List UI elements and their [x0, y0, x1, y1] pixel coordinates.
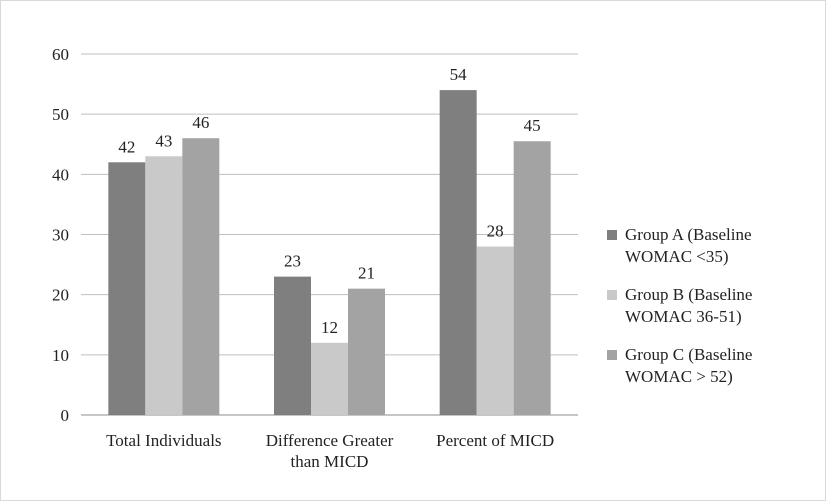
- data-labels: 42 43 46 23 12 21 54 28 45: [118, 65, 540, 337]
- legend: Group A (Baseline WOMAC <35) Group B (Base…: [607, 225, 752, 386]
- bar: [348, 288, 385, 415]
- data-label: 28: [487, 222, 504, 241]
- data-label: 42: [118, 137, 135, 156]
- bar: [108, 162, 146, 415]
- bar: [274, 276, 311, 415]
- y-tick-label: 40: [52, 165, 69, 184]
- data-label: 23: [284, 252, 301, 271]
- data-label: 54: [450, 65, 468, 84]
- legend-label: Group C (Baseline WOMAC > 52): [625, 345, 752, 386]
- y-tick-label: 10: [52, 346, 69, 365]
- x-axis: Total Individuals Difference Greater than …: [106, 431, 554, 471]
- data-label: 45: [524, 116, 541, 135]
- y-tick-label: 50: [52, 105, 69, 124]
- data-label: 46: [192, 113, 209, 132]
- y-tick-label: 30: [52, 226, 69, 245]
- data-label: 43: [155, 131, 172, 150]
- bars: [108, 90, 551, 416]
- y-tick-label: 60: [52, 45, 69, 64]
- legend-label: Group B (Baseline WOMAC 36-51): [625, 285, 752, 326]
- data-label: 21: [358, 264, 375, 283]
- x-tick-label: Difference Greater than MICD: [266, 431, 394, 471]
- x-tick-label: Percent of MICD: [436, 431, 554, 450]
- legend-label: Group A (Baseline WOMAC <35): [625, 225, 752, 266]
- legend-swatch: [607, 230, 617, 240]
- x-tick-label: Total Individuals: [106, 431, 221, 450]
- legend-swatch: [607, 290, 617, 300]
- legend-swatch: [607, 350, 617, 360]
- data-label: 12: [321, 318, 338, 337]
- bar: [182, 138, 220, 415]
- bar: [311, 342, 348, 415]
- y-tick-label: 20: [52, 286, 69, 305]
- bar: [513, 141, 551, 415]
- y-axis: 0 10 20 30 40 50 60: [52, 45, 69, 425]
- y-tick-label: 0: [61, 406, 70, 425]
- bar: [145, 156, 183, 416]
- bar: [476, 246, 514, 415]
- bar: [439, 90, 477, 415]
